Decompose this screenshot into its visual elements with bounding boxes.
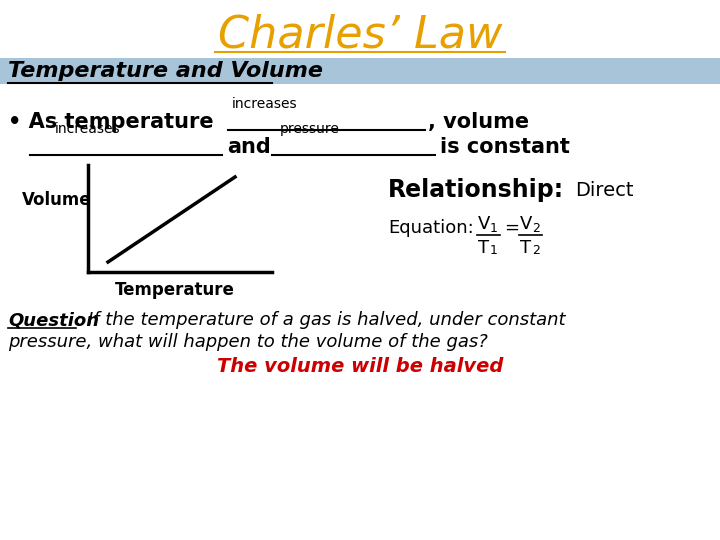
Text: pressure, what will happen to the volume of the gas?: pressure, what will happen to the volume… [8, 333, 487, 351]
Text: • As temperature: • As temperature [8, 112, 214, 132]
Text: 2: 2 [532, 245, 540, 258]
Text: increases: increases [55, 122, 121, 136]
Text: and: and [227, 137, 271, 157]
Text: , volume: , volume [428, 112, 529, 132]
Text: Equation:: Equation: [388, 219, 474, 237]
Text: Temperature: Temperature [115, 281, 235, 299]
Text: 1: 1 [490, 222, 498, 235]
Text: =: = [504, 219, 519, 237]
Text: 2: 2 [532, 222, 540, 235]
Text: : If the temperature of a gas is halved, under constant: : If the temperature of a gas is halved,… [76, 311, 565, 329]
Text: T: T [520, 239, 531, 257]
Text: pressure: pressure [280, 122, 340, 136]
Text: Relationship:: Relationship: [388, 178, 564, 202]
Text: Direct: Direct [575, 180, 634, 199]
FancyBboxPatch shape [0, 58, 720, 84]
Text: 1: 1 [490, 245, 498, 258]
Text: V: V [520, 215, 532, 233]
Text: The volume will be halved: The volume will be halved [217, 356, 503, 375]
Text: Temperature and Volume: Temperature and Volume [8, 61, 323, 81]
Text: Question: Question [8, 311, 99, 329]
Text: is constant: is constant [440, 137, 570, 157]
Text: increases: increases [232, 97, 297, 111]
Text: Volume: Volume [22, 191, 91, 209]
Text: V: V [478, 215, 490, 233]
Text: T: T [478, 239, 489, 257]
Text: Charles’ Law: Charles’ Law [218, 14, 502, 57]
